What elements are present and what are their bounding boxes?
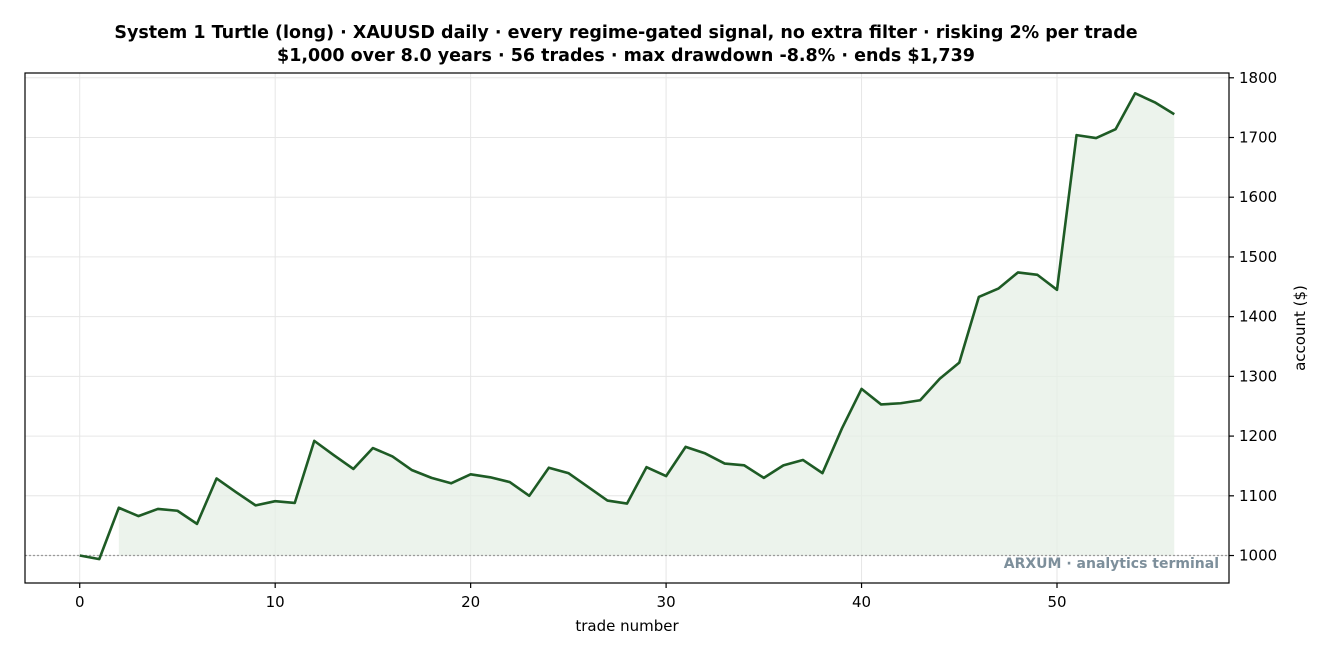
data-point (390, 454, 394, 458)
data-point (1114, 127, 1118, 131)
y-axis-ticks: 1000 1100 1200 1300 1400 1500 1600 1700 1800 (1229, 69, 1277, 565)
x-tick-label: 40 (852, 593, 871, 611)
data-point (586, 485, 590, 489)
plot-frame (24, 72, 1230, 584)
y-tick-label: 1200 (1239, 427, 1277, 445)
data-point (899, 401, 903, 405)
data-point (430, 476, 434, 480)
data-point (195, 522, 199, 526)
y-tick-label: 1600 (1239, 188, 1277, 206)
data-point (1035, 273, 1039, 277)
data-point (175, 509, 179, 513)
x-axis-label: trade number (575, 617, 679, 635)
data-point (742, 463, 746, 467)
data-point (410, 468, 414, 472)
data-point (117, 506, 121, 510)
y-tick-label: 1500 (1239, 248, 1277, 266)
data-point (215, 476, 219, 480)
data-point (879, 402, 883, 406)
data-point (820, 471, 824, 475)
data-point (1016, 270, 1020, 274)
data-point (977, 295, 981, 299)
data-point (605, 499, 609, 503)
x-axis-ticks: 0 10 20 30 40 50 (75, 583, 1067, 611)
data-point (801, 458, 805, 462)
y-tick-label: 1400 (1239, 308, 1277, 326)
data-point (762, 476, 766, 480)
data-point (1153, 100, 1157, 104)
data-point (469, 472, 473, 476)
data-point (97, 557, 101, 561)
data-point (918, 398, 922, 402)
data-point (625, 502, 629, 506)
x-tick-label: 20 (461, 593, 480, 611)
watermark-text: ARXUM · analytics terminal (1004, 556, 1219, 572)
y-tick-label: 1700 (1239, 128, 1277, 146)
y-tick-label: 1300 (1239, 367, 1277, 385)
data-point (273, 499, 277, 503)
data-point (156, 507, 160, 511)
data-point (78, 554, 82, 558)
data-point (840, 426, 844, 430)
data-point (351, 467, 355, 471)
data-point (527, 494, 531, 498)
data-point (449, 481, 453, 485)
x-tick-label: 30 (657, 593, 676, 611)
data-point (312, 439, 316, 443)
y-tick-label: 1800 (1239, 69, 1277, 87)
data-point (371, 446, 375, 450)
equity-line (79, 92, 1175, 561)
data-point (547, 466, 551, 470)
data-point (703, 451, 707, 455)
data-point (332, 453, 336, 457)
chart-subtitle: $1,000 over 8.0 years · 56 trades · max … (277, 46, 975, 66)
x-tick-label: 0 (75, 593, 85, 611)
data-point (664, 474, 668, 478)
data-point (957, 361, 961, 365)
data-point (645, 465, 649, 469)
chart-title: System 1 Turtle (long) · XAUUSD daily · … (114, 23, 1138, 43)
y-tick-label: 1000 (1239, 547, 1277, 565)
data-point (860, 387, 864, 391)
data-point (136, 514, 140, 518)
data-point (1055, 288, 1059, 292)
equity-area-fill (118, 93, 1175, 556)
data-point (723, 462, 727, 466)
y-axis-label: account ($) (1291, 285, 1309, 371)
data-point (254, 503, 258, 507)
x-tick-label: 50 (1047, 593, 1066, 611)
data-point (1172, 112, 1176, 116)
data-point (566, 471, 570, 475)
data-point (508, 480, 512, 484)
data-point (488, 475, 492, 479)
data-point (293, 501, 297, 505)
data-point (1094, 136, 1098, 140)
data-point (938, 377, 942, 381)
data-point (684, 445, 688, 449)
data-point (781, 463, 785, 467)
x-tick-label: 10 (266, 593, 285, 611)
data-point (234, 490, 238, 494)
y-tick-label: 1100 (1239, 487, 1277, 505)
data-point (1133, 91, 1137, 95)
data-point (1075, 133, 1079, 137)
data-point (996, 287, 1000, 291)
